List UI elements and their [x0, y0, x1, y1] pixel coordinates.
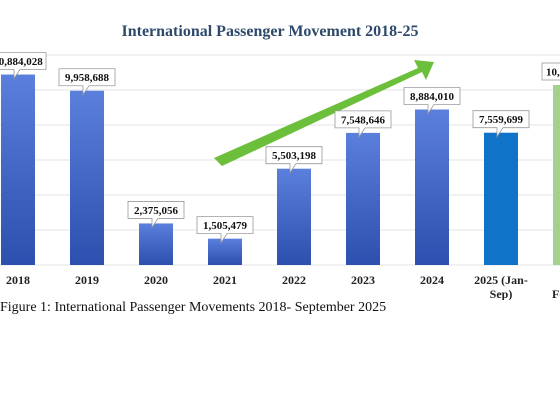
growth-arrow: [214, 60, 434, 166]
x-tick-2021: 2021: [213, 273, 237, 287]
x-tick-2022: 2022: [282, 273, 306, 287]
data-label-box: [334, 110, 392, 139]
data-label-box: [403, 87, 461, 115]
data-label-forecast-partial: 10,: [541, 62, 560, 81]
bar-2021: [208, 238, 242, 265]
data-label-text: 5,503,198: [272, 150, 317, 162]
data-label-2020: 2,375,056: [127, 201, 185, 229]
data-label-box: [0, 52, 47, 80]
x-tick-forecast-partial: Fo: [552, 287, 560, 300]
chart-title: International Passenger Movement 2018-25: [122, 23, 419, 40]
x-tick-2025: 2025 (Jan-Sep): [474, 273, 528, 300]
bar-2023: [346, 132, 380, 265]
bar-2022: [277, 168, 311, 265]
bar-2025: [484, 132, 518, 265]
data-label-text: 7,548,646: [341, 114, 386, 126]
data-label-text: 10,884,028: [0, 56, 43, 68]
data-label-text: 10,: [546, 67, 560, 79]
x-tick-labels: 2018 2019 2020 2021 2022 2023 2024 2025 (Jan-Se…: [6, 273, 560, 300]
x-tick-2020: 2020: [144, 273, 168, 287]
x-tick-2024: 2024: [420, 273, 444, 287]
data-label-text: 2,375,056: [134, 205, 179, 217]
data-label-2024: 8,884,010: [403, 87, 461, 115]
bar-2018: [1, 74, 35, 265]
data-label-2025: 7,559,699: [472, 110, 530, 139]
data-label-text: 9,958,688: [65, 72, 110, 84]
figure-caption: Figure 1: International Passenger Moveme…: [0, 300, 387, 315]
bar-2019: [70, 90, 104, 265]
data-label-text: 8,884,010: [410, 91, 455, 103]
data-label-box: [196, 216, 254, 244]
data-label-box: [58, 68, 116, 97]
bar-2020: [139, 223, 173, 265]
bars: [1, 74, 560, 266]
data-label-2022: 5,503,198: [265, 146, 323, 175]
data-label-box: [472, 110, 530, 139]
data-label-text: 1,505,479: [203, 220, 248, 232]
x-tick-2018: 2018: [6, 273, 30, 287]
data-label-box: [127, 201, 185, 229]
data-label-2018: 10,884,028: [0, 52, 47, 80]
x-tick-2023: 2023: [351, 273, 375, 287]
growth-arrow-shape: [214, 60, 434, 166]
data-label-2023: 7,548,646: [334, 110, 392, 139]
x-tick-2019: 2019: [75, 273, 99, 287]
data-label-2019: 9,958,688: [58, 68, 116, 97]
data-label-2021: 1,505,479: [196, 216, 254, 244]
data-labels: 10,884,028 9,958,688 2,375,056 1,505,479 5,5…: [0, 52, 560, 244]
bar-forecast-partial: [553, 85, 560, 265]
bar-2024: [415, 109, 449, 266]
data-label-text: 7,559,699: [479, 114, 524, 126]
passenger-bar-chart: International Passenger Movement 2018-25…: [0, 23, 560, 300]
data-label-box: [265, 146, 323, 175]
